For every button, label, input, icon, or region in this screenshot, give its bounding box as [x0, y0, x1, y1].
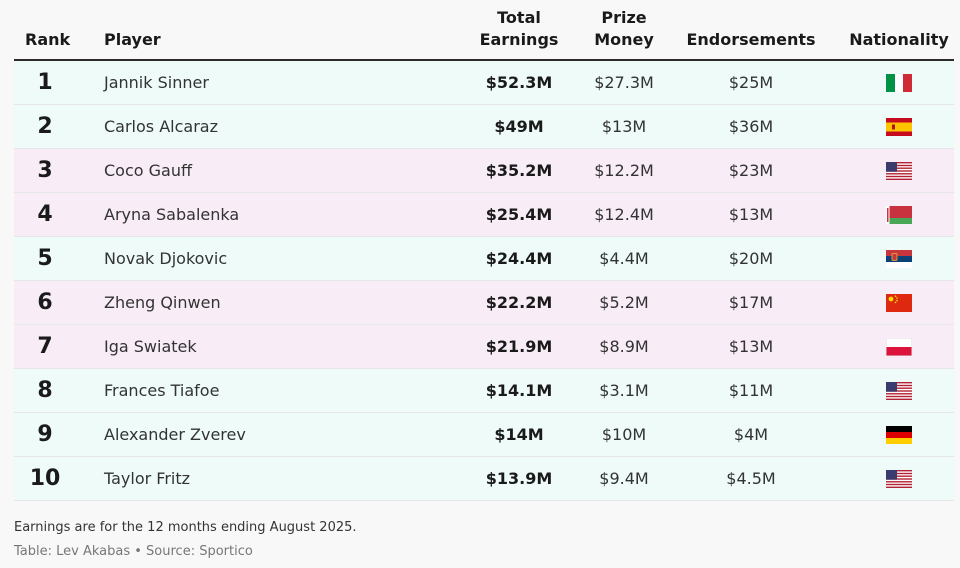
player-cell: Coco Gauff	[104, 161, 192, 180]
poland-flag-icon	[886, 337, 912, 356]
table-row: 4 Aryna Sabalenka $25.4M $12.4M $13M	[14, 193, 954, 237]
total-earnings-cell: $49M	[494, 117, 544, 136]
table-row: 1 Jannik Sinner $52.3M $27.3M $25M	[14, 61, 954, 105]
player-cell: Jannik Sinner	[104, 73, 209, 92]
header-divider	[14, 59, 954, 61]
player-cell: Alexander Zverev	[104, 425, 246, 444]
prize-money-cell: $5.2M	[599, 293, 649, 312]
usa-flag-icon	[886, 381, 912, 400]
nationality-cell	[844, 369, 954, 412]
player-cell: Frances Tiafoe	[104, 381, 220, 400]
header-nationality: Nationality	[849, 30, 949, 49]
total-earnings-cell: $25.4M	[485, 205, 553, 224]
italy-flag-icon	[886, 73, 912, 92]
total-earnings-cell: $14.1M	[485, 381, 553, 400]
rank-cell: 10	[29, 466, 61, 491]
prize-money-cell: $27.3M	[594, 73, 654, 92]
endorsements-cell: $13M	[728, 337, 774, 356]
nationality-cell	[844, 281, 954, 324]
nationality-cell	[844, 325, 954, 368]
rank-cell: 1	[37, 70, 53, 95]
header-prize-money: Prize Money	[582, 7, 666, 51]
footnote: Earnings are for the 12 months ending Au…	[14, 520, 357, 535]
usa-flag-icon	[886, 161, 912, 180]
rank-cell: 2	[37, 114, 53, 139]
germany-flag-icon	[886, 425, 912, 444]
header-total-line1: Total	[497, 8, 541, 27]
nationality-cell	[844, 457, 954, 500]
rank-cell: 7	[37, 334, 53, 359]
total-earnings-cell: $13.9M	[485, 469, 553, 488]
rank-cell: 6	[37, 290, 53, 315]
nationality-cell	[844, 105, 954, 148]
table-row: 10 Taylor Fritz $13.9M $9.4M $4.5M	[14, 457, 954, 501]
table-row: 6 Zheng Qinwen $22.2M $5.2M $17M	[14, 281, 954, 325]
serbia-flag-icon	[886, 249, 912, 268]
endorsements-cell: $36M	[728, 117, 774, 136]
prize-money-cell: $4.4M	[599, 249, 649, 268]
player-cell: Taylor Fritz	[104, 469, 191, 488]
endorsements-cell: $25M	[728, 73, 774, 92]
prize-money-cell: $12.4M	[594, 205, 654, 224]
prize-money-cell: $12.2M	[594, 161, 654, 180]
endorsements-cell: $11M	[728, 381, 774, 400]
header-prize-line1: Prize	[601, 8, 647, 27]
player-cell: Zheng Qinwen	[104, 293, 221, 312]
player-cell: Carlos Alcaraz	[104, 117, 218, 136]
rank-cell: 3	[37, 158, 53, 183]
endorsements-cell: $23M	[728, 161, 774, 180]
table-row: 7 Iga Swiatek $21.9M $8.9M $13M	[14, 325, 954, 369]
nationality-cell	[844, 413, 954, 456]
prize-money-cell: $3.1M	[599, 381, 649, 400]
endorsements-cell: $4.5M	[726, 469, 776, 488]
table-body: 1 Jannik Sinner $52.3M $27.3M $25M 2 Carlos Al…	[14, 61, 954, 501]
prize-money-cell: $13M	[601, 117, 647, 136]
player-cell: Novak Djokovic	[104, 249, 228, 268]
belarus-flag-icon	[886, 205, 912, 224]
usa-flag-icon	[886, 469, 912, 488]
header-rank: Rank	[25, 30, 71, 49]
total-earnings-cell: $52.3M	[485, 73, 553, 92]
rank-cell: 4	[37, 202, 53, 227]
nationality-cell	[844, 193, 954, 236]
header-endorsements: Endorsements	[686, 30, 816, 49]
total-earnings-cell: $21.9M	[485, 337, 553, 356]
nationality-cell	[844, 149, 954, 192]
player-cell: Aryna Sabalenka	[104, 205, 240, 224]
nationality-cell	[844, 237, 954, 280]
total-earnings-cell: $24.4M	[485, 249, 553, 268]
header-total-earnings: Total Earnings	[474, 7, 564, 51]
prize-money-cell: $8.9M	[599, 337, 649, 356]
header-player: Player	[104, 30, 161, 49]
player-cell: Iga Swiatek	[104, 337, 197, 356]
table-row: 8 Frances Tiafoe $14.1M $3.1M $11M	[14, 369, 954, 413]
table-header: Rank Player Total Earnings Prize Money E…	[14, 0, 954, 60]
prize-money-cell: $9.4M	[599, 469, 649, 488]
nationality-cell	[844, 61, 954, 104]
endorsements-cell: $17M	[728, 293, 774, 312]
china-flag-icon	[886, 293, 912, 312]
table-row: 9 Alexander Zverev $14M $10M $4M	[14, 413, 954, 457]
total-earnings-cell: $22.2M	[485, 293, 553, 312]
endorsements-cell: $4M	[733, 425, 769, 444]
header-prize-line2: Money	[594, 30, 654, 49]
total-earnings-cell: $14M	[494, 425, 544, 444]
table-row: 5 Novak Djokovic $24.4M $4.4M $20M	[14, 237, 954, 281]
rank-cell: 9	[37, 422, 53, 447]
spain-flag-icon	[886, 117, 912, 136]
rank-cell: 8	[37, 378, 53, 403]
table-row: 3 Coco Gauff $35.2M $12.2M $23M	[14, 149, 954, 193]
header-total-line2: Earnings	[479, 30, 559, 49]
total-earnings-cell: $35.2M	[485, 161, 553, 180]
rank-cell: 5	[37, 246, 53, 271]
table-row: 2 Carlos Alcaraz $49M $13M $36M	[14, 105, 954, 149]
prize-money-cell: $10M	[601, 425, 647, 444]
endorsements-cell: $13M	[728, 205, 774, 224]
endorsements-cell: $20M	[728, 249, 774, 268]
source-credit: Table: Lev Akabas • Source: Sportico	[14, 544, 253, 559]
